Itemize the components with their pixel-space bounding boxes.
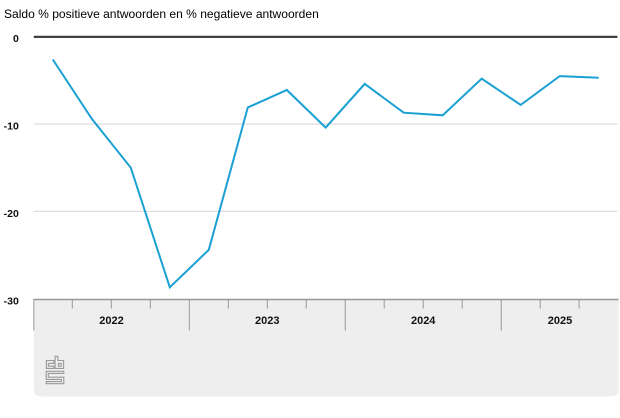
svg-text:0: 0 [13, 33, 19, 45]
svg-text:2022: 2022 [99, 315, 123, 327]
svg-text:2023: 2023 [255, 315, 279, 327]
svg-text:2025: 2025 [548, 315, 572, 327]
svg-text:-30: -30 [4, 295, 19, 307]
svg-text:-10: -10 [4, 121, 19, 133]
svg-text:2024: 2024 [411, 315, 436, 327]
svg-text:Saldo % positieve antwoorden e: Saldo % positieve antwoorden en % negati… [4, 7, 319, 21]
svg-text:-20: -20 [4, 208, 19, 220]
